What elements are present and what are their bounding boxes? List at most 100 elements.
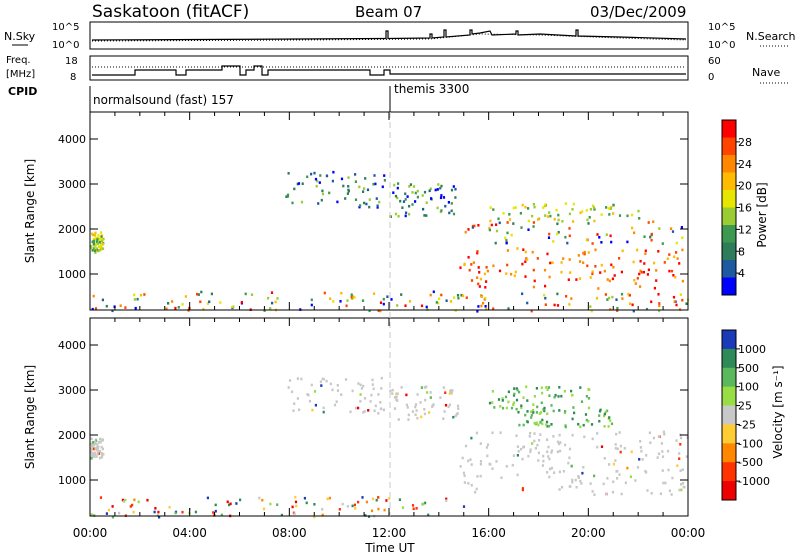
velocity-cell [298,408,301,412]
velocity-cell [530,410,533,413]
power-cell [521,203,524,207]
velocity-cell [511,463,514,467]
power-cell [444,204,447,208]
velocity-cell [571,480,574,484]
power-cell [605,233,608,236]
power-cell [196,292,199,296]
velocity-cell [629,475,632,479]
velocity-cell [470,436,473,440]
velocity-cell [313,503,316,506]
power-cell [470,263,473,266]
x-tick-label: 08:00 [272,526,307,540]
power-cbar-tick-label: 20 [738,180,752,193]
velocity-cell [448,392,451,395]
velocity-cell [577,476,580,479]
power-cell [434,188,437,192]
power-cell [429,187,432,191]
power-cell [92,294,95,298]
power-cell [133,298,136,301]
power-cell [668,269,671,273]
velocity-cell [214,509,217,513]
velocity-cell [570,389,573,393]
power-cell [556,292,559,296]
power-cell [585,238,588,242]
power-cell [478,285,481,288]
power-cell [368,198,371,201]
power-cell [587,251,590,254]
velocity-cell [614,459,617,462]
velocity-cell [681,468,684,471]
power-cell [504,236,507,240]
power-cell [376,206,379,209]
power-cell [306,175,309,179]
power-cell [650,232,653,236]
velocity-cell [479,462,482,466]
power-cell [564,235,567,239]
velocity-cell [463,481,466,484]
power-cell [428,189,431,193]
power-cbar-tick-label: 16 [738,202,752,215]
velocity-cell [596,432,599,435]
power-cell [567,278,570,281]
velocity-cell [357,500,360,504]
power-cell [139,293,143,297]
velocity-cell [545,386,548,389]
power-cell [416,195,419,199]
velocity-cell [308,399,312,403]
velocity-cell [671,476,674,480]
velocity-cell [681,482,685,485]
power-cbar-swatch [722,225,736,243]
velocity-cell [280,513,283,517]
power-cell [97,249,100,253]
velocity-cell [618,431,621,434]
power-cell [91,232,94,236]
power-cell [562,257,565,260]
velocity-cell [322,377,325,381]
velocity-cell [322,410,325,414]
velocity-cell [429,391,432,394]
power-cell [652,220,655,223]
power-cell [658,227,661,230]
power-cell [301,182,304,185]
power-cell [291,201,294,205]
velocity-cell [585,395,588,398]
power-cell [546,252,549,256]
velocity-cell [467,482,470,485]
power-cell [452,212,456,216]
velocity-cell [303,496,306,500]
velocity-cell [360,387,363,390]
velocity-cell [331,388,334,392]
power-cell [480,304,483,308]
power-cell [513,274,516,278]
power-cell [414,200,417,203]
power-cell [267,296,270,300]
velocity-cell [111,505,114,508]
velocity-cell [375,498,378,502]
date-title: 03/Dec/2009 [590,3,686,21]
velocity-cell [644,469,647,473]
velocity-cell [443,410,446,413]
power-cell [672,274,675,277]
power-cell [568,258,571,261]
velocity-cell [91,444,94,448]
power-cell [650,300,653,304]
velocity-cell [93,451,96,454]
velocity-cell [522,423,525,427]
power-cell [674,275,677,279]
power-cell [97,234,100,237]
power-cell [638,217,641,220]
power-cell [439,186,442,190]
power-cell [510,272,513,276]
power-cell [379,309,382,313]
power-cell [626,214,629,218]
power-cell [494,241,497,245]
power-cell [396,304,399,307]
velocity-cell [616,469,619,473]
velocity-cell [604,492,608,496]
velocity-cbar-tick-label: -1000 [738,475,770,488]
power-cell [608,296,611,300]
velocity-x-ticks [89,318,689,516]
power-cell [586,218,589,222]
power-cell [642,270,645,274]
velocity-cell [407,418,410,421]
